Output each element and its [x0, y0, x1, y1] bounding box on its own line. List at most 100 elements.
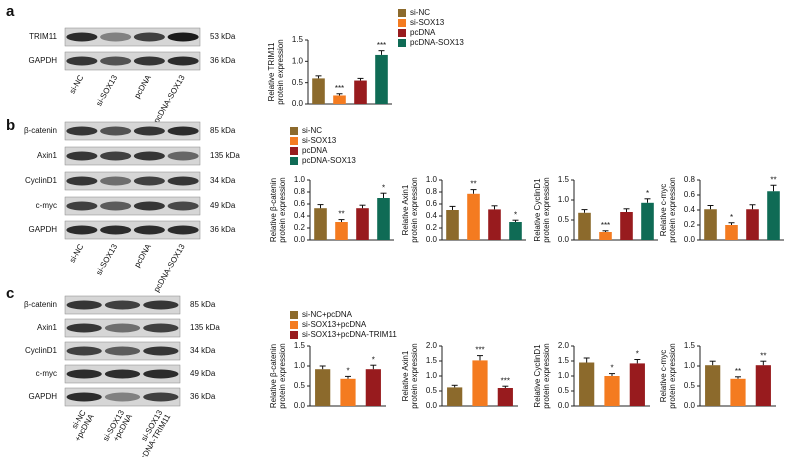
blot-band [143, 392, 179, 402]
significance-mark: *** [475, 346, 484, 355]
y-tick-label: 1.5 [294, 341, 306, 350]
y-tick-label: 0.6 [684, 190, 696, 199]
bar [579, 362, 595, 406]
legend-swatch [398, 39, 406, 47]
significance-mark: * [372, 355, 375, 364]
size-label: 49 kDa [210, 201, 236, 210]
bar [488, 209, 501, 240]
size-label: 36 kDa [210, 56, 236, 65]
y-tick-label: 0.8 [684, 175, 696, 184]
bar [509, 222, 522, 240]
significance-mark: ** [470, 180, 476, 189]
blot-band [100, 225, 132, 235]
bar [314, 208, 327, 240]
bar [375, 54, 388, 104]
protein-label: Axin1 [37, 323, 58, 332]
blot-band [133, 56, 165, 66]
blot-band [100, 32, 132, 42]
y-tick-label: 0.0 [292, 99, 304, 108]
legend-label: si-SOX13 [302, 136, 337, 145]
size-label: 34 kDa [210, 176, 236, 185]
size-label: 85 kDa [190, 300, 216, 309]
blot-band [167, 56, 199, 66]
significance-mark: ** [338, 210, 344, 219]
y-tick-label: 2.0 [558, 341, 570, 350]
y-axis-label: Relative c-myc [659, 350, 668, 402]
bar [730, 378, 746, 406]
blot-band [133, 126, 165, 136]
blot-band [133, 151, 165, 161]
y-axis-label: protein expression [410, 177, 419, 242]
significance-mark: * [514, 210, 517, 219]
bar [641, 202, 654, 240]
lane-label: pcDNA [132, 73, 153, 100]
protein-label: c-myc [36, 369, 57, 378]
bar [447, 387, 463, 406]
legend-label: si-NC [302, 126, 322, 135]
blot-background [64, 51, 201, 71]
blot-band [143, 300, 179, 310]
legend-label: si-SOX13+pcDNA-TRIM11 [302, 330, 397, 339]
blot-background [64, 171, 201, 191]
legend-swatch [290, 127, 298, 135]
bar [333, 95, 346, 104]
panel-letter: c [6, 285, 14, 302]
y-axis-label: Relative β-catenin [269, 178, 278, 242]
blot-band [104, 323, 141, 333]
significance-mark: *** [335, 84, 344, 93]
legend-swatch [290, 157, 298, 165]
protein-label: Axin1 [37, 151, 58, 160]
y-tick-label: 0.6 [426, 199, 438, 208]
protein-label: c-myc [36, 201, 57, 210]
y-axis-label: protein expression [410, 343, 419, 408]
bar [629, 363, 645, 406]
y-tick-label: 1.5 [426, 356, 438, 365]
bar [340, 378, 356, 406]
y-axis-label: Relative β-catenin [269, 344, 278, 408]
legend-label: si-SOX13+pcDNA [302, 320, 367, 329]
size-label: 53 kDa [210, 32, 236, 41]
bar [472, 360, 488, 406]
blot-band [66, 56, 98, 66]
blot-background [64, 387, 181, 407]
bar [377, 198, 390, 240]
lane-label: si-SOX13 [94, 73, 119, 108]
size-label: 36 kDa [210, 225, 236, 234]
y-tick-label: 1.5 [292, 35, 304, 44]
y-axis-label: protein expression [278, 177, 287, 242]
size-label: 85 kDa [210, 126, 236, 135]
bar [315, 369, 331, 406]
blot-band [66, 346, 102, 356]
y-tick-label: 0.0 [558, 401, 570, 410]
y-axis-label: Relative c-myc [659, 184, 668, 236]
protein-label: CyclinD1 [25, 176, 58, 185]
significance-mark: ** [735, 367, 741, 376]
blot-band [167, 151, 199, 161]
y-tick-label: 1.0 [684, 361, 696, 370]
blot-band [66, 176, 98, 186]
blot-band [66, 392, 102, 402]
blot-background [64, 220, 201, 240]
legend-swatch [398, 19, 406, 27]
significance-mark: * [382, 183, 385, 192]
y-tick-label: 0.0 [684, 235, 696, 244]
y-tick-label: 2.0 [426, 341, 438, 350]
blot-band [104, 369, 141, 379]
blot-band [66, 323, 102, 333]
blot-background [64, 146, 201, 166]
bar [335, 222, 348, 240]
significance-mark: ** [760, 351, 766, 360]
y-tick-label: 1.0 [426, 175, 438, 184]
y-axis-label: Relative CyclinD1 [533, 178, 542, 242]
y-tick-label: 0.0 [684, 401, 696, 410]
legend-label: pcDNA [410, 28, 436, 37]
blot-band [143, 323, 179, 333]
y-tick-label: 0.0 [558, 235, 570, 244]
bar [746, 209, 759, 240]
lane-label: si-NC [68, 242, 86, 264]
lane-label: pcDNA-SOX13 [152, 73, 187, 125]
y-tick-label: 0.8 [294, 187, 306, 196]
blot-band [167, 176, 199, 186]
y-axis-label: protein expression [276, 39, 285, 104]
y-tick-label: 0.5 [558, 386, 570, 395]
